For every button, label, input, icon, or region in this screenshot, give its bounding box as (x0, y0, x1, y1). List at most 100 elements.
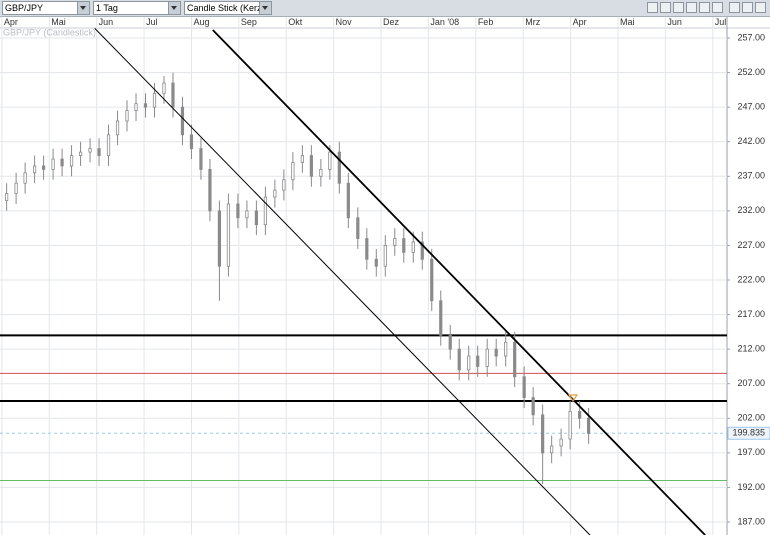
candle-body (115, 120, 120, 136)
toolbar: GBP/JPY 1 Tag Candle Stick (Kerze (0, 0, 770, 17)
y-tick-label: 192.00 (737, 482, 765, 492)
last-price-label: 199.835 (732, 428, 765, 438)
candle-body (217, 210, 222, 267)
candle-body (319, 168, 323, 177)
y-tick-label: 217.00 (737, 309, 765, 319)
candle-body (485, 348, 489, 367)
candle-body (587, 417, 591, 434)
tool-button[interactable] (660, 2, 671, 13)
y-tick-label: 197.00 (737, 447, 765, 457)
period: 1 Tag (96, 3, 118, 13)
candle-body (494, 348, 498, 357)
candle-body (106, 134, 111, 156)
x-tick-label: Nov (336, 17, 353, 27)
y-tick-label: 252.00 (737, 67, 765, 77)
candle-body (134, 103, 138, 112)
chart: Apr Mai Jun Jul Aug Sep Okt Nov Dez Jan '08 Feb Mrz… (0, 17, 770, 535)
candle-body (60, 158, 64, 167)
period-select[interactable]: 1 Tag (93, 1, 181, 15)
tool-button[interactable] (729, 2, 740, 13)
candle-body (152, 92, 157, 108)
last-price-box (727, 426, 770, 440)
y-tick-label: 232.00 (737, 205, 765, 215)
x-tick-label: Jun (99, 17, 114, 27)
candle-body (504, 341, 508, 357)
candle-body (411, 241, 415, 253)
axis: Apr Mai Jun Jul Aug Sep Okt Nov Dez Jan '08 Feb Mrz… (4, 17, 770, 526)
plot (0, 28, 727, 535)
month-row (0, 17, 770, 28)
candle-body (69, 155, 74, 167)
candle-body (88, 148, 92, 153)
candle-body (309, 155, 313, 177)
candle-body (374, 258, 378, 267)
candle-body (245, 210, 249, 219)
x-tick-label: Mai (51, 17, 66, 27)
tool-button[interactable] (755, 2, 766, 13)
candle-body (541, 414, 545, 454)
candle-body (208, 168, 212, 212)
candle-body (14, 182, 18, 194)
candle-body (180, 106, 185, 136)
candle-body (162, 82, 166, 94)
candle-body (531, 397, 535, 416)
y-tick-label: 212.00 (737, 344, 765, 354)
candle-body (5, 193, 9, 201)
y-tick-label: 187.00 (737, 516, 765, 526)
candle-body (439, 300, 443, 336)
candle-body (568, 410, 572, 440)
candle-body (263, 196, 267, 226)
candle-body (578, 410, 582, 419)
candle-body (383, 245, 387, 267)
tool-button[interactable] (712, 2, 723, 13)
y-tick-label: 222.00 (737, 274, 765, 284)
candle-body (420, 241, 424, 260)
tool-button[interactable] (699, 2, 710, 13)
tool-button[interactable] (647, 2, 658, 13)
trend-line (212, 29, 706, 535)
candle-body (559, 438, 563, 447)
candle-body (476, 355, 480, 367)
candle-body (78, 151, 83, 156)
candle-body (273, 189, 277, 198)
candle-body (42, 165, 46, 170)
candle-body (393, 238, 397, 246)
symbol-select[interactable]: GBP/JPY (2, 1, 90, 15)
y-tick-label: 227.00 (737, 240, 765, 250)
candle-body (51, 158, 55, 170)
y-tick-label: 247.00 (737, 102, 765, 112)
style-select[interactable]: Candle Stick (Kerze (184, 1, 272, 15)
x-tick-label: Dez (383, 17, 400, 27)
x-tick-label: Jan '08 (430, 17, 459, 27)
candle-body (291, 162, 295, 181)
watermark: GBP/JPY (Candlestick) (3, 27, 96, 37)
candle-body (189, 134, 194, 150)
candle-body (356, 217, 360, 239)
candle-body (550, 445, 554, 454)
candle-body (32, 165, 37, 174)
candle-body (346, 182, 350, 219)
candle-body (125, 110, 129, 122)
style: Candle Stick (Kerze (187, 3, 267, 13)
candle-body (328, 151, 332, 170)
candle-body (282, 179, 286, 191)
x-tick-label: Feb (478, 17, 494, 27)
x-tick-label: Apr (573, 17, 587, 27)
x-tick-label: Jul (715, 17, 727, 27)
candle-body (337, 151, 341, 184)
y-tick-label: 237.00 (737, 171, 765, 181)
candle-body (97, 148, 101, 156)
tool-button[interactable] (742, 2, 753, 13)
candle-body (457, 348, 461, 371)
y-tick-label: 202.00 (737, 413, 765, 423)
x-tick-label: Mai (620, 17, 635, 27)
tool-button[interactable] (673, 2, 684, 13)
candle-body (143, 103, 148, 108)
candle-body (226, 203, 231, 267)
candle-body (430, 258, 434, 302)
candle-body (522, 376, 526, 398)
tool-button[interactable] (686, 2, 697, 13)
candle-body (365, 238, 369, 260)
x-tick-label: Apr (4, 17, 18, 27)
